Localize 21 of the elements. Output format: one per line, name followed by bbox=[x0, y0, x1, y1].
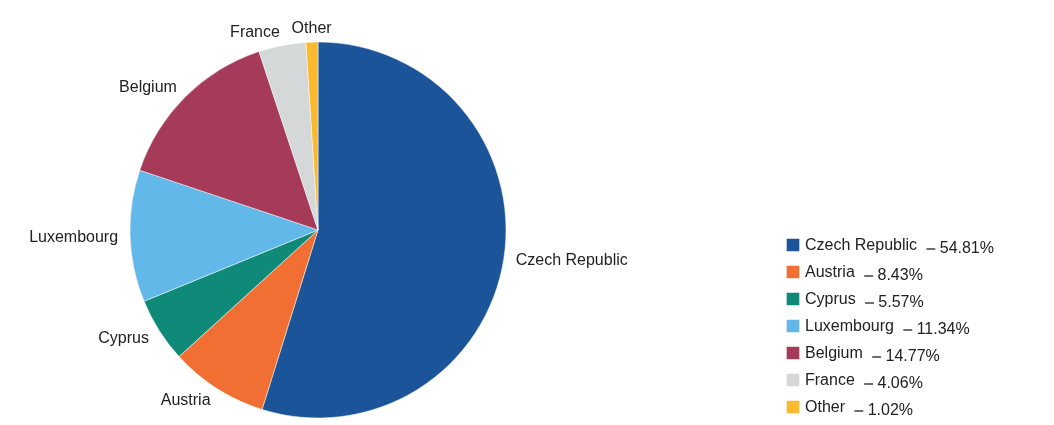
slice-label: Czech Republic bbox=[515, 251, 628, 269]
data-label: 5.57% bbox=[878, 293, 924, 310]
data-label: 8.43% bbox=[877, 266, 923, 283]
data-label: 54.81% bbox=[939, 239, 994, 256]
slice-label: Luxembourg bbox=[29, 227, 119, 245]
slice-label: Austria bbox=[160, 391, 211, 409]
data-label: 4.06% bbox=[877, 374, 923, 391]
data-label: 14.77% bbox=[885, 347, 940, 364]
legend-label: France bbox=[805, 371, 855, 388]
slice-label: Belgium bbox=[119, 77, 177, 95]
legend-label: Czech Republic bbox=[805, 236, 918, 253]
legend-label: Austria bbox=[805, 263, 855, 280]
slice-label: Other bbox=[291, 19, 333, 37]
legend-label: Luxembourg bbox=[805, 317, 894, 334]
legend-label: Other bbox=[805, 398, 846, 415]
slice-label: France bbox=[230, 22, 281, 40]
legend-label: Belgium bbox=[805, 344, 863, 361]
data-label: 1.02% bbox=[867, 401, 914, 418]
legend-label: Cyprus bbox=[805, 290, 856, 307]
slice-label: Cyprus bbox=[98, 328, 149, 346]
data-label: 11.34% bbox=[916, 320, 970, 337]
